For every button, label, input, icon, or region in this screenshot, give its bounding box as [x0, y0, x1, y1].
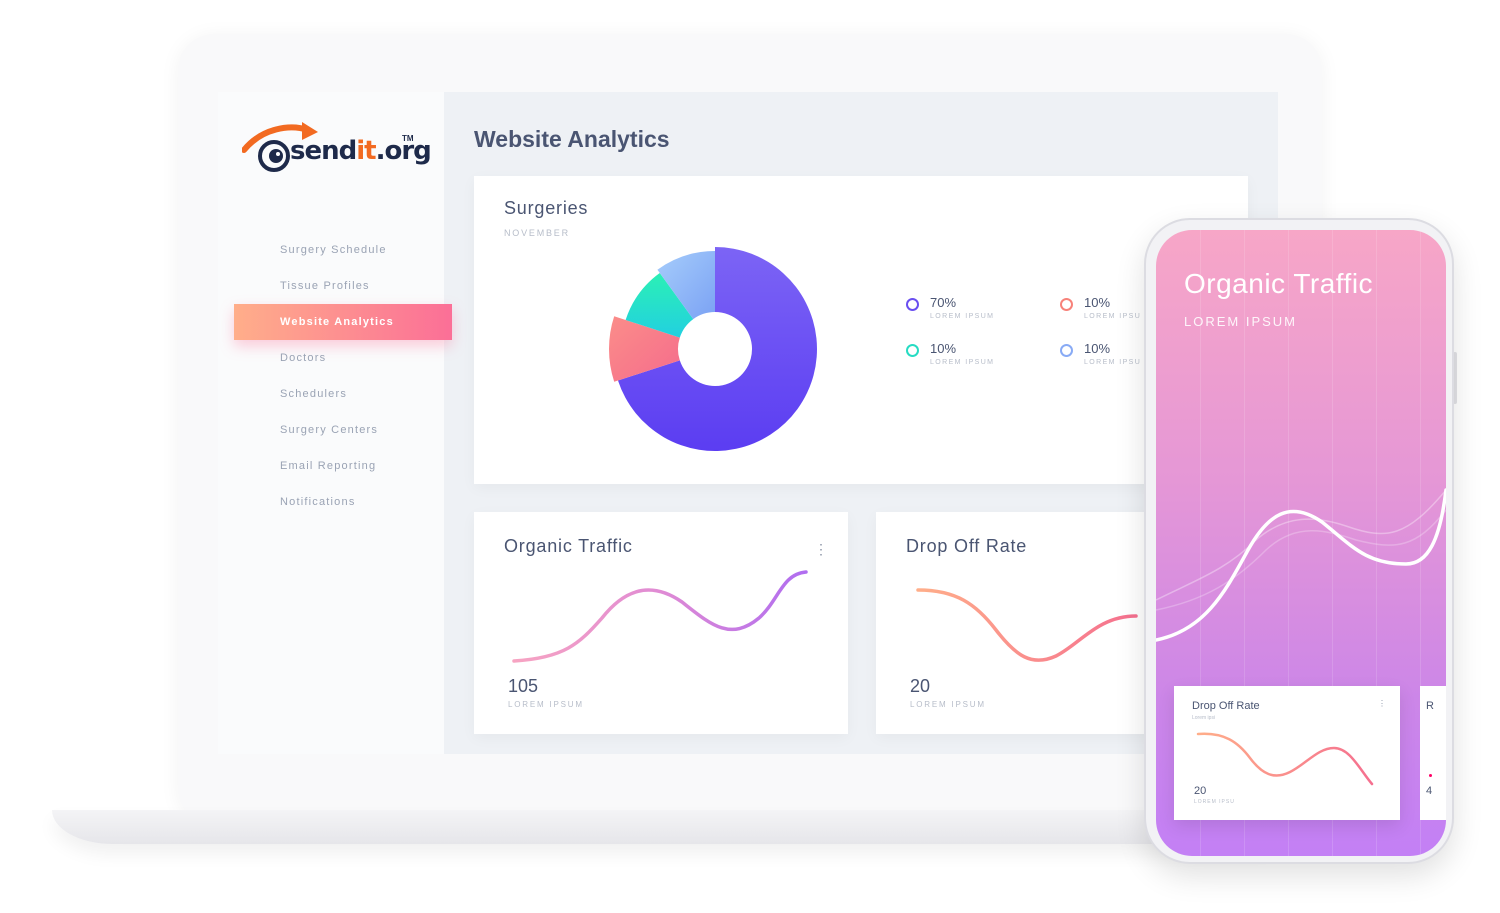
sidebar-item-schedulers[interactable]: Schedulers — [280, 388, 348, 400]
phone-title: Organic Traffic — [1184, 268, 1374, 299]
legend-value: 10% — [930, 341, 957, 356]
sidebar-item-email-reporting[interactable]: Email Reporting — [280, 460, 377, 472]
phone-traffic-wave — [1156, 488, 1446, 642]
legend-ring-icon — [1060, 344, 1073, 357]
legend-value: 10% — [1084, 341, 1111, 356]
pie-slice-coral — [609, 316, 680, 382]
sidebar-item-tissue-profiles[interactable]: Tissue Profiles — [280, 280, 370, 292]
drop-off-rate-label: LOREM IPSUM — [910, 700, 986, 709]
pie-slice-teal — [625, 272, 694, 338]
sendit-logo[interactable]: sendit.org TM — [242, 122, 432, 182]
page-title: Website Analytics — [474, 126, 670, 152]
organic-traffic-card: Organic Traffic ⋮ 105 LOREM IPSUM — [474, 512, 848, 734]
surgeries-title: Surgeries — [504, 198, 589, 218]
surgeries-donut-chart — [609, 247, 817, 451]
phone-screen: Organic Traffic LOREM IPSUM Drop Off Rat… — [1156, 230, 1446, 856]
surgeries-card: Surgeries NOVEMBER 70% LOREM IPSUM 10% — [474, 176, 1248, 484]
grid-line — [1332, 230, 1333, 856]
sidebar-nav: Surgery Schedule Tissue Profiles Website… — [218, 232, 452, 520]
main-content: Website Analytics Surgeries NOVEMBER 70%… — [444, 92, 1278, 754]
organic-traffic-label: LOREM IPSUM — [508, 700, 584, 709]
sidebar-item-doctors[interactable]: Doctors — [280, 352, 327, 364]
sidebar-item-notifications[interactable]: Notifications — [280, 496, 356, 508]
laptop-base — [52, 810, 1302, 844]
logo-trademark: TM — [402, 134, 414, 143]
legend-label: LOREM IPSUM — [930, 313, 995, 320]
organic-traffic-title: Organic Traffic — [504, 536, 633, 556]
surgeries-subtitle: NOVEMBER — [504, 228, 570, 238]
grid-line — [1288, 230, 1289, 856]
legend-value: 10% — [1084, 295, 1111, 310]
legend-label: LOREM IPSU — [1084, 313, 1142, 320]
phone-card-title: Drop Off Rate — [1192, 700, 1260, 712]
legend-item: 70% LOREM IPSUM — [906, 294, 1056, 328]
more-options-icon[interactable]: ⋮ — [814, 541, 828, 557]
drop-off-rate-value: 20 — [910, 676, 931, 696]
organic-traffic-sparkline — [512, 570, 808, 663]
pie-slice-blue — [657, 251, 715, 320]
drop-off-rate-title: Drop Off Rate — [906, 536, 1028, 556]
phone-side-button — [1453, 352, 1457, 404]
legend-ring-icon — [906, 344, 919, 357]
sidebar-item-website-analytics[interactable]: Website Analytics — [234, 304, 452, 340]
phone-second-card: R 4 — [1420, 686, 1446, 820]
sidebar-item-surgery-centers[interactable]: Surgery Centers — [280, 424, 379, 436]
more-options-icon[interactable]: ⋮ — [1378, 699, 1386, 708]
legend-label: LOREM IPSU — [1084, 359, 1142, 366]
legend-value: 70% — [930, 295, 957, 310]
grid-line — [1244, 230, 1245, 856]
logo-eye-icon — [242, 122, 318, 172]
phone-card2-dot — [1429, 774, 1432, 777]
grid-line — [1420, 230, 1421, 856]
phone-drop-off-card: Drop Off Rate Lorem ipsi ⋮ 20 LOREM IPSU — [1174, 686, 1400, 820]
phone-subtitle: LOREM IPSUM — [1184, 314, 1298, 329]
drop-off-rate-sparkline — [916, 588, 1138, 662]
organic-traffic-value: 105 — [508, 676, 539, 696]
grid-line — [1200, 230, 1201, 856]
legend-ring-icon — [1060, 298, 1073, 311]
legend-item: 10% LOREM IPSU — [1060, 294, 1210, 328]
legend-label: LOREM IPSUM — [930, 359, 995, 366]
sidebar: sendit.org TM Surgery Schedule Tissue Pr… — [218, 92, 452, 754]
phone-card-label: LOREM IPSU — [1194, 799, 1235, 805]
phone-card-subtitle: Lorem ipsi — [1192, 715, 1216, 721]
legend-item: 10% LOREM IPSUM — [906, 340, 1056, 374]
phone-card-value: 20 — [1194, 785, 1207, 797]
phone-frame: Organic Traffic LOREM IPSUM Drop Off Rat… — [1144, 218, 1454, 864]
phone-card2-title: R — [1426, 700, 1434, 712]
logo-wordmark: sendit.org — [290, 136, 432, 166]
laptop-screen: sendit.org TM Surgery Schedule Tissue Pr… — [218, 92, 1278, 754]
legend-ring-icon — [906, 298, 919, 311]
grid-line — [1376, 230, 1377, 856]
phone-card2-value: 4 — [1426, 785, 1433, 797]
pie-slice-purple — [617, 247, 817, 451]
phone-card-sparkline — [1196, 732, 1374, 786]
legend-item: 10% LOREM IPSU — [1060, 340, 1210, 374]
sidebar-item-surgery-schedule[interactable]: Surgery Schedule — [280, 244, 387, 256]
